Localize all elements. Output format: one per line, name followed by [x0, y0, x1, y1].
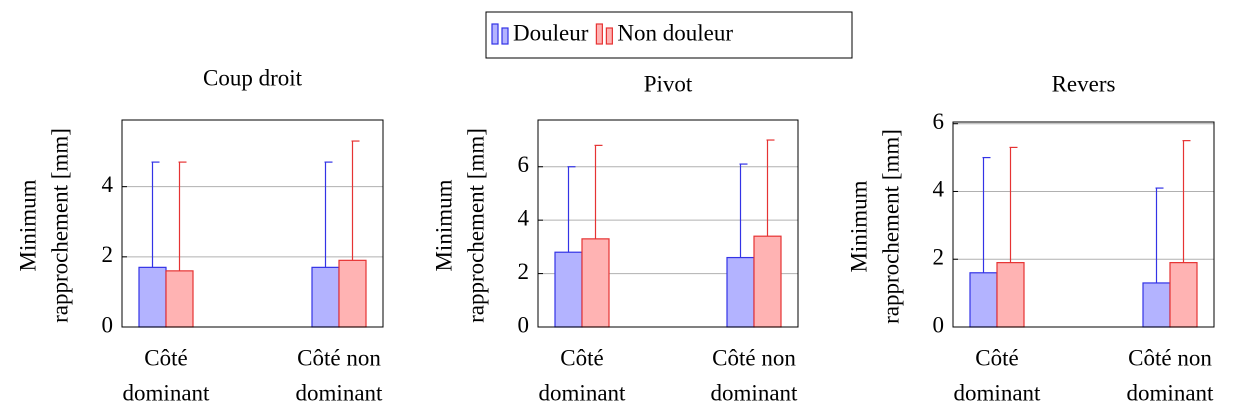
- legend-swatch: [605, 27, 613, 45]
- chart-title: Revers: [1052, 71, 1116, 96]
- chart-title: Coup droit: [203, 65, 303, 90]
- x-tick-label: Côté non: [297, 345, 381, 370]
- bar: [581, 238, 610, 328]
- y-axis-label: Minimum: [15, 179, 40, 271]
- y-tick-label: 2: [933, 245, 945, 270]
- x-tick-label: Côté: [144, 345, 187, 370]
- bar: [726, 256, 755, 328]
- legend-swatch: [595, 23, 603, 45]
- x-tick-label: dominant: [296, 380, 383, 405]
- bar: [138, 266, 167, 328]
- y-tick-label: 0: [518, 312, 530, 337]
- bar: [554, 251, 583, 328]
- bar: [1142, 282, 1171, 328]
- x-tick-label: dominant: [1127, 380, 1214, 405]
- y-tick-label: 0: [933, 312, 945, 337]
- legend-label: Non douleur: [617, 20, 733, 45]
- y-tick-label: 2: [102, 242, 114, 267]
- x-tick-label: dominant: [954, 380, 1041, 405]
- bar: [996, 262, 1025, 328]
- y-tick-label: 6: [933, 109, 945, 134]
- y-axis-label: rapprochement [mm]: [878, 129, 903, 324]
- bar: [753, 235, 782, 328]
- legend-swatch: [491, 23, 499, 45]
- y-tick-label: 4: [518, 205, 530, 230]
- x-tick-label: Côté non: [1128, 345, 1212, 370]
- axes-frame: [537, 119, 799, 328]
- legend-swatch: [501, 27, 509, 45]
- x-tick-label: dominant: [711, 380, 798, 405]
- y-tick-label: 0: [102, 312, 114, 337]
- chart-title: Pivot: [644, 71, 693, 96]
- bar: [969, 272, 998, 328]
- x-tick-label: dominant: [123, 380, 210, 405]
- y-tick-label: 6: [518, 152, 530, 177]
- y-axis-label: Minimum: [431, 179, 456, 271]
- legend-box: [485, 11, 853, 59]
- y-axis-label: rapprochement [mm]: [47, 128, 72, 323]
- y-axis-label: rapprochement [mm]: [463, 128, 488, 323]
- axes-frame: [121, 119, 384, 328]
- bar: [311, 266, 340, 328]
- axes-frame: [952, 121, 1215, 328]
- y-tick-label: 4: [933, 177, 945, 202]
- bar: [338, 259, 367, 328]
- bar: [165, 270, 194, 328]
- x-tick-label: Côté: [560, 345, 603, 370]
- y-axis-label: Minimum: [846, 180, 871, 272]
- x-tick-label: dominant: [539, 380, 626, 405]
- legend-label: Douleur: [513, 20, 589, 45]
- x-tick-label: Côté non: [712, 345, 796, 370]
- bar: [1169, 262, 1198, 328]
- y-tick-label: 4: [102, 172, 114, 197]
- y-tick-label: 2: [518, 259, 530, 284]
- x-tick-label: Côté: [975, 345, 1018, 370]
